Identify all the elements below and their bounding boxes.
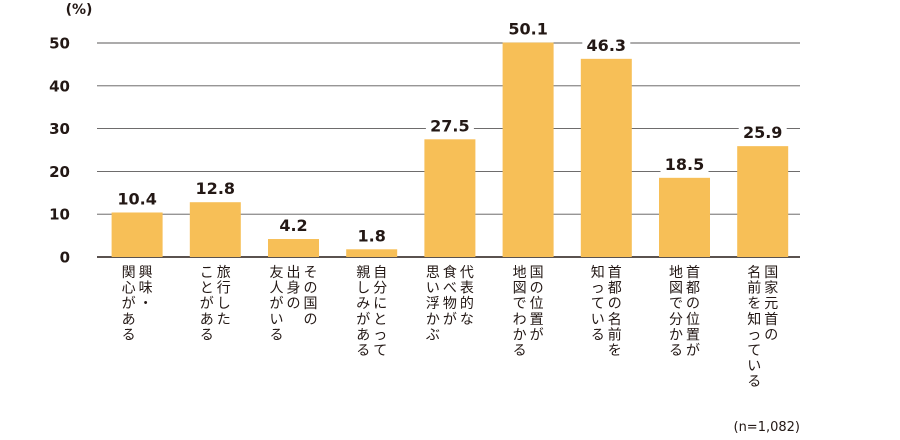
category-label: 興味・関心がある [122,265,153,343]
category-label-column: 首都の位置が [686,265,700,359]
category-label-column: 代表的な [460,265,474,328]
value-label: 25.9 [743,123,782,142]
value-label: 4.2 [279,216,307,235]
bar [346,249,398,257]
bar [111,212,163,257]
category-label-column: ことがある [200,265,214,343]
value-label-background [660,154,709,174]
value-label: 12.8 [196,179,235,198]
bar [659,177,710,257]
value-label: 46.3 [587,36,626,55]
value-label-background [113,189,162,209]
value-label: 1.8 [358,226,386,245]
value-label: 50.1 [508,20,547,39]
category-label-column: 地図でわかる [513,265,527,359]
category-label-column: 首都の名前を [608,265,622,359]
value-label-background [352,226,391,246]
value-labels: 10.4 12.8 4.2 1.8 27.5 50.1 46.3 18.5 25.9 [113,20,787,246]
category-label-column: 関心がある [122,265,136,343]
y-axis-unit-label: (%) [66,2,93,18]
y-tick-label: 50 [49,35,70,53]
category-label-column: 名前を知っている [747,265,761,390]
value-label-background [191,179,240,199]
bar [268,239,319,257]
bar [502,42,554,258]
category-label-column: 知っている [591,264,605,343]
value-label-background [504,19,553,39]
sample-size-note: (n=1,082) [734,420,801,435]
category-label-column: 国家元首の [764,265,778,343]
bars [111,42,789,258]
value-label: 27.5 [430,116,469,135]
category-label-column: 出身の [287,265,301,312]
category-label-column: 興味・ [139,265,153,312]
value-label-background [274,216,313,236]
bar [737,146,789,257]
y-axis-ticks: 0 10 20 30 40 50 [49,35,70,267]
value-label-background [738,123,787,143]
category-label-column: その国の [304,265,318,328]
value-label-background [582,35,631,55]
category-label-column: 旅行した [217,265,231,328]
category-label-column: 食べ物が [443,264,457,328]
category-label-column: 国の位置が [530,265,544,343]
category-label-column: 地図で分かる [669,265,683,359]
category-label-column: 友人がいる [270,265,284,343]
y-tick-label: 30 [49,120,70,138]
bar [189,202,241,257]
y-tick-label: 10 [49,206,70,224]
value-label: 18.5 [665,155,704,174]
value-label: 10.4 [117,189,156,208]
y-tick-label: 0 [60,249,70,267]
category-label-column: 思い浮かぶ [426,265,440,343]
category-label-column: 自分にとって [373,265,387,359]
category-label-column: 親しみがある [356,265,370,359]
y-tick-label: 20 [49,163,70,181]
bar [580,58,632,257]
y-tick-label: 40 [49,77,70,95]
value-label-background [425,116,474,136]
bar [424,139,476,257]
